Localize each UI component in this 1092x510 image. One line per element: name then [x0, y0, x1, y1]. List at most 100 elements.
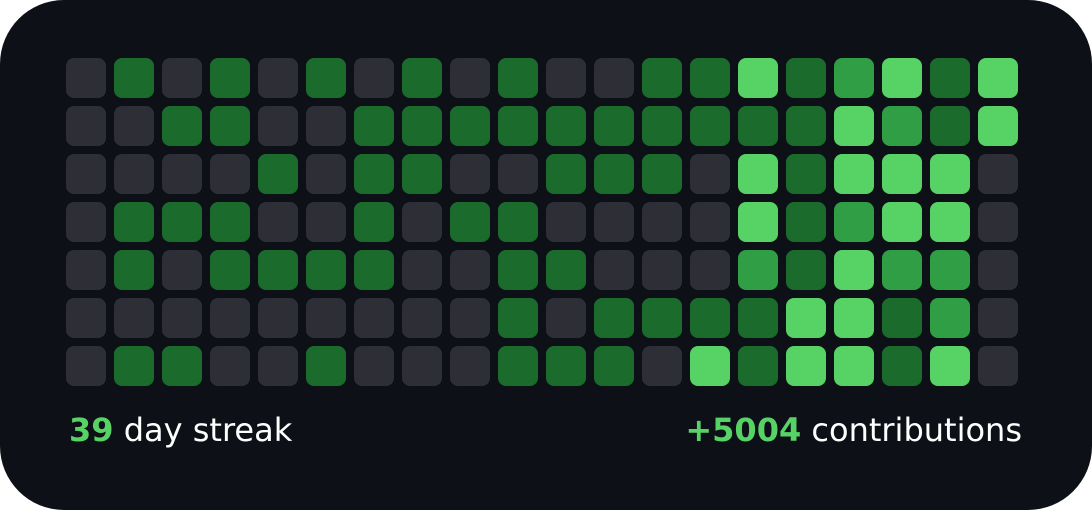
contribution-cell	[738, 346, 778, 386]
contribution-cell	[690, 346, 730, 386]
contribution-cell	[402, 154, 442, 194]
contribution-cell	[66, 106, 106, 146]
contribution-cell	[978, 298, 1018, 338]
contribution-cell	[834, 250, 874, 290]
contribution-cell	[738, 154, 778, 194]
contribution-cell	[258, 154, 298, 194]
contribution-cell	[162, 202, 202, 242]
contribution-cell	[498, 298, 538, 338]
contribution-cell	[114, 346, 154, 386]
contribution-cell	[258, 298, 298, 338]
contribution-cell	[546, 154, 586, 194]
contribution-cell	[306, 58, 346, 98]
contribution-cell	[402, 106, 442, 146]
contribution-cell	[642, 58, 682, 98]
contribution-cell	[498, 250, 538, 290]
contribution-cell	[978, 346, 1018, 386]
contribution-cell	[450, 58, 490, 98]
contribution-cell	[162, 298, 202, 338]
contribution-cell	[546, 346, 586, 386]
contribution-cell	[690, 154, 730, 194]
contribution-cell	[594, 298, 634, 338]
contribution-cell	[354, 298, 394, 338]
contribution-cell	[786, 250, 826, 290]
contribution-cell	[738, 298, 778, 338]
streak-value: 39	[69, 411, 114, 449]
contribution-cell	[210, 106, 250, 146]
contribution-cell	[546, 106, 586, 146]
contribution-cell	[450, 202, 490, 242]
contributions-stat: +5004 contributions	[685, 406, 1022, 454]
contribution-cell	[834, 346, 874, 386]
contribution-cell	[306, 250, 346, 290]
contribution-cell	[498, 202, 538, 242]
contribution-cell	[546, 250, 586, 290]
contribution-cell	[690, 298, 730, 338]
contribution-cell	[930, 58, 970, 98]
contribution-cell	[786, 106, 826, 146]
contribution-cell	[738, 106, 778, 146]
contribution-cell	[450, 154, 490, 194]
contribution-cell	[498, 154, 538, 194]
contribution-cell	[930, 154, 970, 194]
contribution-cell	[978, 250, 1018, 290]
contribution-cell	[210, 298, 250, 338]
contribution-cell	[498, 58, 538, 98]
contribution-cell	[258, 250, 298, 290]
contribution-cell	[354, 202, 394, 242]
contribution-cell	[978, 202, 1018, 242]
contribution-cell	[834, 58, 874, 98]
contribution-cell	[546, 298, 586, 338]
contribution-cell	[786, 154, 826, 194]
contribution-cell	[210, 250, 250, 290]
contribution-cell	[66, 298, 106, 338]
contribution-cell	[978, 154, 1018, 194]
contribution-cell	[594, 58, 634, 98]
contribution-cell	[66, 346, 106, 386]
contribution-cell	[354, 106, 394, 146]
contribution-cell	[690, 202, 730, 242]
contribution-cell	[930, 346, 970, 386]
contribution-cell	[882, 250, 922, 290]
contribution-cell	[738, 58, 778, 98]
contribution-cell	[978, 106, 1018, 146]
contribution-cell	[738, 202, 778, 242]
contribution-cell	[642, 298, 682, 338]
contributions-value: +5004	[685, 411, 802, 449]
contribution-cell	[258, 58, 298, 98]
contribution-cell	[162, 154, 202, 194]
contribution-cell	[450, 106, 490, 146]
contribution-cell	[402, 250, 442, 290]
contribution-cell	[930, 250, 970, 290]
contribution-cell	[690, 250, 730, 290]
contribution-grid	[66, 58, 1018, 386]
contribution-cell	[402, 346, 442, 386]
contribution-cell	[882, 346, 922, 386]
contribution-cell	[306, 346, 346, 386]
contribution-cell	[738, 250, 778, 290]
contributions-label: contributions	[811, 411, 1022, 449]
contribution-cell	[210, 58, 250, 98]
contribution-cell	[834, 154, 874, 194]
contribution-cell	[306, 202, 346, 242]
contribution-cell	[306, 298, 346, 338]
contribution-cell	[882, 58, 922, 98]
contribution-cell	[306, 154, 346, 194]
contribution-cell	[642, 154, 682, 194]
contribution-cell	[210, 346, 250, 386]
contribution-cell	[402, 202, 442, 242]
contribution-cell	[162, 106, 202, 146]
contribution-cell	[882, 298, 922, 338]
contribution-cell	[114, 58, 154, 98]
contribution-cell	[642, 106, 682, 146]
contribution-cell	[258, 202, 298, 242]
contribution-cell	[114, 202, 154, 242]
contribution-cell	[258, 106, 298, 146]
contribution-cell	[210, 202, 250, 242]
contribution-cell	[978, 58, 1018, 98]
contribution-cell	[450, 298, 490, 338]
contribution-cell	[690, 106, 730, 146]
contribution-cell	[114, 250, 154, 290]
contribution-cell	[114, 106, 154, 146]
